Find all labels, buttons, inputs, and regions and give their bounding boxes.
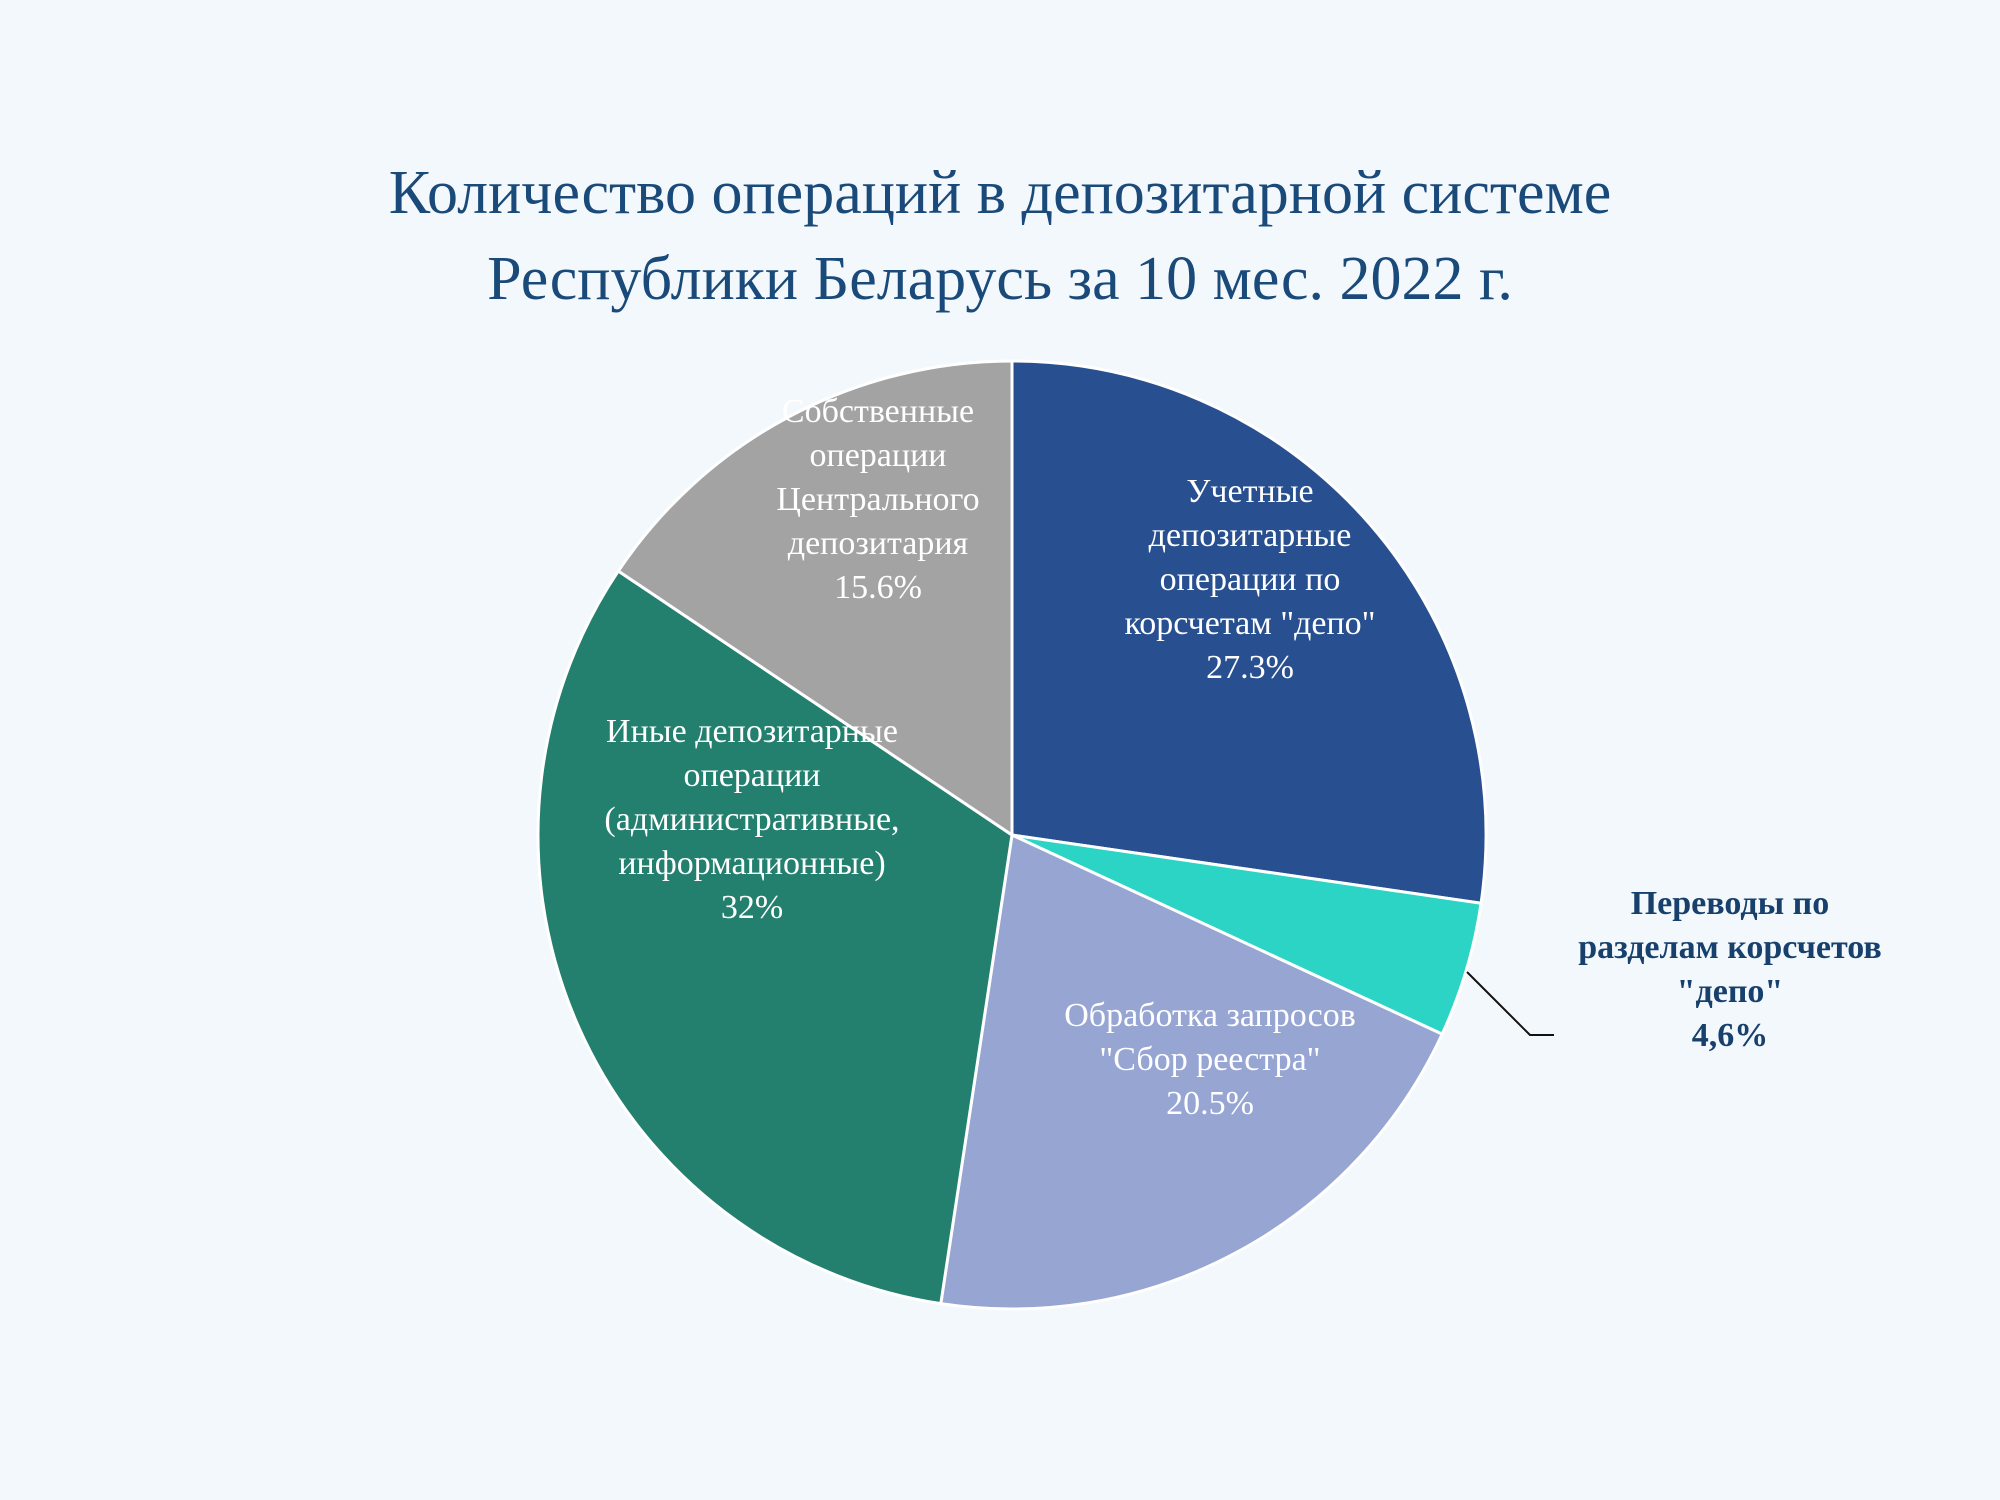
slice-value-requests: 20.5% [1166, 1085, 1254, 1122]
slice-label-line-own: депозитария [788, 525, 969, 562]
slice-label-accounting: Учетные депозитарные операции по корсчетам … [1124, 473, 1375, 686]
slice-value-accounting: 27.3% [1206, 649, 1294, 686]
slice-label-transfers: Переводы по разделам корсчетов "депо" 4,6% [1578, 885, 1881, 1054]
pie-slice-accounting [1010, 359, 1488, 905]
pie-labels: Учетные депозитарные операции по корсчетам … [604, 393, 1881, 1122]
slice-label-line-other: операции [684, 757, 821, 794]
pie-slice-other [536, 569, 1014, 1306]
slice-label-line-requests: Обработка запросов [1064, 997, 1356, 1034]
slice-label-line-accounting: Учетные [1186, 473, 1313, 510]
slice-label-own: Собственные операции Центрального депозитар… [776, 393, 979, 606]
pie-slice-own [616, 359, 1014, 837]
slice-label-line-requests: "Сбор реестра" [1099, 1041, 1320, 1078]
slice-label-line-own: Центрального [776, 481, 979, 518]
pie-slices [536, 359, 1488, 1311]
chart-title-line-1: Количество операций в депозитарной систе… [388, 159, 1612, 227]
slice-label-line-other: Иные депозитарные [606, 713, 898, 750]
slice-label-line-accounting: депозитарные [1149, 517, 1352, 554]
slice-label-requests: Обработка запросов "Сбор реестра" 20.5% [1064, 997, 1356, 1122]
slice-value-transfers: 4,6% [1692, 1017, 1769, 1054]
slice-label-other: Иные депозитарные операции (административн… [604, 713, 899, 926]
slice-label-line-other: (административные, [604, 801, 899, 838]
chart-title: Количество операций в депозитарной систе… [0, 150, 2000, 322]
leader-line-transfers [1466, 971, 1554, 1036]
slice-value-own: 15.6% [834, 569, 922, 606]
slice-label-line-transfers: разделам корсчетов [1578, 929, 1881, 966]
pie-slice-requests [939, 833, 1444, 1311]
slice-label-line-own: операции [810, 437, 947, 474]
slice-value-other: 32% [721, 889, 783, 926]
slice-label-line-transfers: "депо" [1677, 973, 1784, 1010]
slice-label-line-accounting: операции по [1160, 561, 1341, 598]
slice-label-line-accounting: корсчетам "депо" [1124, 605, 1375, 642]
chart-title-line-2: Республики Беларусь за 10 мес. 2022 г. [487, 245, 1513, 313]
slice-label-line-own: Собственные [782, 393, 974, 430]
slice-label-line-other: информационные) [618, 845, 885, 882]
slice-label-line-transfers: Переводы по [1631, 885, 1830, 922]
